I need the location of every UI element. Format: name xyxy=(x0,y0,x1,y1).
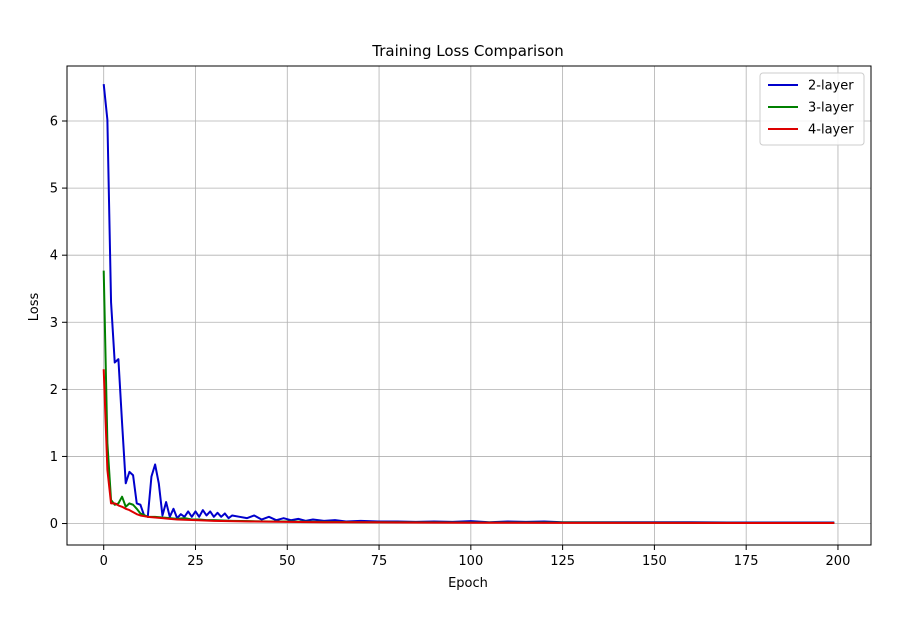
legend: 2-layer 3-layer 4-layer xyxy=(759,72,865,146)
series-line-3-layer xyxy=(102,270,835,524)
x-axis-ticks: 0 25 50 75 100 125 150 175 200 xyxy=(100,545,851,569)
x-tick-label: 150 xyxy=(642,554,667,569)
x-tick-label: 0 xyxy=(100,554,108,569)
y-tick-label: 1 xyxy=(50,450,58,465)
y-tick-label: 2 xyxy=(50,383,58,398)
y-tick-label: 3 xyxy=(50,316,58,331)
y-tick-label: 4 xyxy=(50,249,58,264)
x-tick-label: 200 xyxy=(826,554,851,569)
y-tick-label: 5 xyxy=(50,182,58,197)
x-tick-label: 175 xyxy=(734,554,759,569)
y-axis-label: Loss xyxy=(27,293,42,322)
y-tick-label: 6 xyxy=(50,115,58,130)
legend-label: 2-layer xyxy=(808,79,854,94)
grid-lines xyxy=(67,66,871,545)
legend-label: 4-layer xyxy=(808,123,854,138)
x-tick-label: 125 xyxy=(550,554,575,569)
x-axis-label: Epoch xyxy=(448,576,488,591)
x-tick-label: 50 xyxy=(279,554,296,569)
y-axis-ticks: 0 1 2 3 4 5 6 xyxy=(50,115,67,532)
plot-frame xyxy=(66,65,872,546)
chart-title: Training Loss Comparison xyxy=(371,42,563,60)
legend-label: 3-layer xyxy=(808,101,854,116)
series-line-4-layer xyxy=(102,369,835,524)
legend-box xyxy=(759,72,865,146)
x-tick-label: 100 xyxy=(458,554,483,569)
y-tick-label: 0 xyxy=(50,517,58,532)
x-tick-label: 25 xyxy=(187,554,204,569)
series-layer xyxy=(102,84,835,524)
x-tick-label: 75 xyxy=(371,554,388,569)
